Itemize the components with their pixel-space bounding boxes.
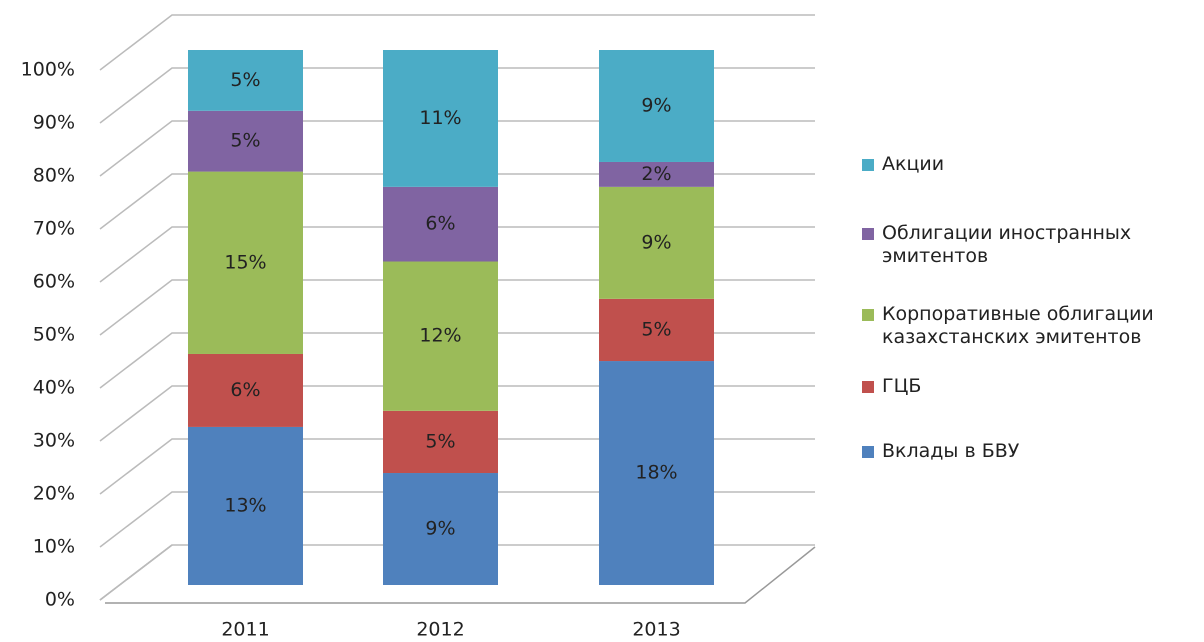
data-label: 13% bbox=[224, 494, 266, 516]
data-label: 9% bbox=[641, 94, 671, 116]
x-tick-label: 2011 bbox=[221, 619, 269, 641]
y-tick-label: 90% bbox=[33, 112, 75, 134]
legend-item: Облигации иностранных эмитентов bbox=[862, 222, 1202, 268]
data-label: 11% bbox=[419, 107, 461, 129]
legend-swatch bbox=[862, 381, 874, 393]
data-label: 6% bbox=[425, 213, 455, 235]
x-tick-label: 2012 bbox=[416, 619, 464, 641]
data-label: 15% bbox=[224, 251, 266, 273]
legend-swatch bbox=[862, 228, 874, 240]
data-label: 12% bbox=[419, 325, 461, 347]
y-tick-label: 80% bbox=[33, 165, 75, 187]
y-tick-label: 0% bbox=[45, 589, 75, 611]
y-tick-label: 50% bbox=[33, 324, 75, 346]
legend-swatch bbox=[862, 309, 874, 321]
data-label: 5% bbox=[230, 130, 260, 152]
legend-label: Облигации иностранных эмитентов bbox=[882, 222, 1202, 268]
data-label: 5% bbox=[425, 430, 455, 452]
data-label: 18% bbox=[635, 462, 677, 484]
legend-item: Акции bbox=[862, 153, 1202, 176]
y-tick-label: 60% bbox=[33, 271, 75, 293]
legend-swatch bbox=[862, 159, 874, 171]
legend-item: Вклады в БВУ bbox=[862, 440, 1202, 463]
data-label: 2% bbox=[641, 163, 671, 185]
y-tick-label: 20% bbox=[33, 483, 75, 505]
data-label: 9% bbox=[425, 518, 455, 540]
legend-item: Корпоративные облигации казахстанских эм… bbox=[862, 303, 1202, 349]
legend-label: Корпоративные облигации казахстанских эм… bbox=[882, 303, 1202, 349]
y-tick-label: 10% bbox=[33, 536, 75, 558]
legend-label: ГЦБ bbox=[882, 375, 921, 398]
legend-label: Акции bbox=[882, 153, 944, 176]
y-tick-label: 100% bbox=[21, 59, 75, 81]
data-label: 5% bbox=[641, 318, 671, 340]
page: 0% 10% 20% 30% 40% 50% 60% 70% 80% 90% 100% 13% 6% 15… bbox=[0, 0, 1204, 642]
y-tick-label: 70% bbox=[33, 218, 75, 240]
legend-label: Вклады в БВУ bbox=[882, 440, 1019, 463]
legend-swatch bbox=[862, 446, 874, 458]
x-tick-label: 2013 bbox=[632, 619, 680, 641]
y-tick-label: 30% bbox=[33, 430, 75, 452]
data-label: 6% bbox=[230, 379, 260, 401]
data-label: 9% bbox=[641, 231, 671, 253]
legend-item: ГЦБ bbox=[862, 375, 1202, 398]
y-tick-label: 40% bbox=[33, 377, 75, 399]
data-label: 5% bbox=[230, 69, 260, 91]
